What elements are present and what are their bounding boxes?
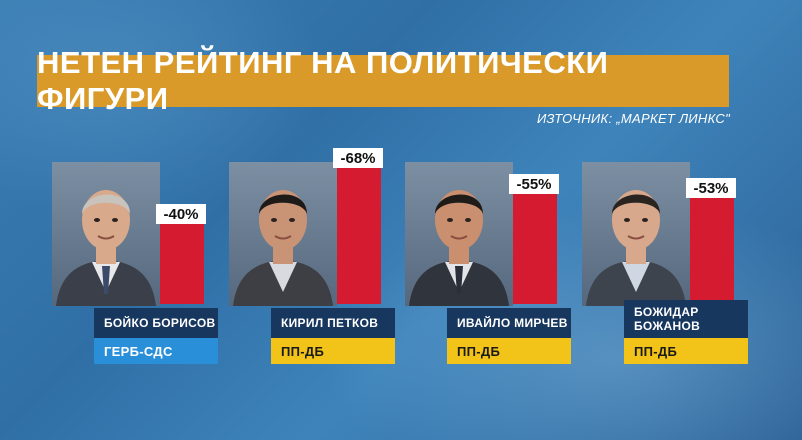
party-label: ГЕРБ-СДС xyxy=(94,338,218,364)
party-label: ПП-ДБ xyxy=(447,338,571,364)
party-label: ПП-ДБ xyxy=(624,338,748,364)
portrait-photo xyxy=(229,162,337,306)
chart-bar xyxy=(160,224,204,304)
chart-bar xyxy=(337,168,381,304)
data-label: -40% xyxy=(156,204,206,224)
portrait-photo xyxy=(582,162,690,306)
chart-bar xyxy=(513,194,557,304)
candidate-card: -68% КИРИЛ ПЕТКОВ ПП-ДБ xyxy=(229,148,395,364)
candidate-name: БОЖИДАР БОЖАНОВ xyxy=(624,300,748,338)
title-bar: НЕТЕН РЕЙТИНГ НА ПОЛИТИЧЕСКИ ФИГУРИ xyxy=(37,45,729,116)
data-label: -53% xyxy=(686,178,736,198)
candidate-card: -55% ИВАЙЛО МИРЧЕВ ПП-ДБ xyxy=(405,162,571,364)
source-label: ИЗТОЧНИК: „МАРКЕТ ЛИНКС" xyxy=(536,111,730,126)
portrait-photo xyxy=(52,162,160,306)
candidate-name: БОЙКО БОРИСОВ xyxy=(94,308,218,338)
chart-bar xyxy=(690,198,734,304)
candidate-name: ИВАЙЛО МИРЧЕВ xyxy=(447,308,571,338)
data-label: -55% xyxy=(509,174,559,194)
party-label: ПП-ДБ xyxy=(271,338,395,364)
candidate-card: -40% БОЙКО БОРИСОВ ГЕРБ-СДС xyxy=(52,162,218,364)
candidate-name: КИРИЛ ПЕТКОВ xyxy=(271,308,395,338)
chart-title: НЕТЕН РЕЙТИНГ НА ПОЛИТИЧЕСКИ ФИГУРИ xyxy=(37,45,609,116)
data-label: -68% xyxy=(333,148,383,168)
candidate-card: -53% БОЖИДАР БОЖАНОВ ПП-ДБ xyxy=(582,162,748,364)
portrait-photo xyxy=(405,162,513,306)
